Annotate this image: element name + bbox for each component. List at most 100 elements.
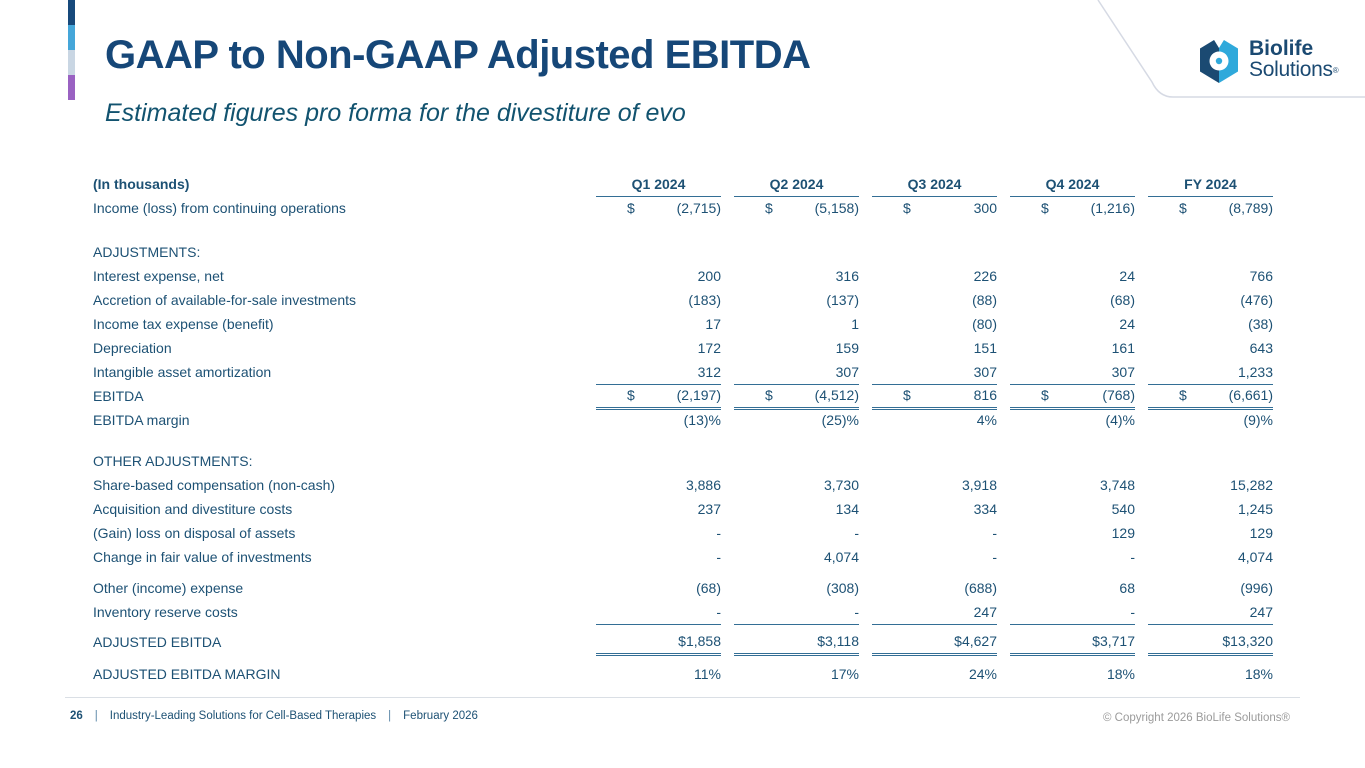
cell-value: 151: [973, 340, 997, 356]
currency-symbol: $: [627, 200, 635, 216]
table-row: Share-based compensation (non-cash) 3,886…: [93, 473, 1273, 497]
cell-value: (68): [696, 580, 721, 596]
page-number: 26: [70, 710, 83, 722]
cell-value: 1,233: [1148, 360, 1273, 385]
cell-value: (308): [826, 580, 859, 596]
cell-value: 334: [973, 501, 997, 517]
cell-value: 24: [1119, 316, 1135, 332]
table-row: Change in fair value of investments - 4,07…: [93, 545, 1273, 569]
cell-number: (8,789): [1228, 200, 1273, 216]
table-row: Accretion of available-for-sale investme…: [93, 288, 1273, 312]
cell-value: 11%: [694, 666, 721, 682]
row-label: Income tax expense (benefit): [93, 316, 274, 332]
cell-number: (2,715): [676, 200, 721, 216]
row-label: Depreciation: [93, 340, 172, 356]
cell-value: 161: [1111, 340, 1135, 356]
cell-value: 17%: [830, 666, 859, 682]
cell-value: (4)%: [1105, 412, 1135, 428]
row-label: ADJUSTED EBITDA MARGIN: [93, 666, 281, 682]
logo-line1: Biolife: [1249, 37, 1314, 60]
table-header-row: (In thousands) Q1 2024 Q2 2024 Q3 2024 Q4 20…: [93, 172, 1273, 197]
currency-symbol: $: [1179, 386, 1187, 403]
biolife-logo: Biolife Solutions®: [1197, 36, 1339, 84]
cell-value: 307: [872, 360, 997, 385]
currency-symbol: $: [765, 386, 773, 403]
row-label: Acquisition and divestiture costs: [93, 501, 293, 517]
cell-value: 316: [835, 268, 859, 284]
table-row: (Gain) loss on disposal of assets - - - 129 1…: [93, 521, 1273, 545]
cell-value: $ (1,216): [1010, 196, 1135, 220]
cell-value: 766: [1249, 268, 1273, 284]
cell-value: -: [854, 525, 859, 541]
cell-number: (1,216): [1090, 200, 1135, 216]
table-row: OTHER ADJUSTMENTS:: [93, 449, 1273, 473]
logo-line2: Solutions: [1249, 58, 1333, 81]
cell-value: (38): [1248, 316, 1273, 332]
row-label: Inventory reserve costs: [93, 604, 238, 620]
row-label: EBITDA margin: [93, 412, 190, 428]
cell-value: 247: [1148, 600, 1273, 625]
table-row: Other (income) expense (68) (308) (688) 68 (9…: [93, 576, 1273, 600]
cell-value: $ (4,512): [734, 383, 859, 410]
currency-symbol: $: [903, 386, 911, 403]
row-label: Interest expense, net: [93, 268, 224, 284]
cell-value: -: [1130, 549, 1135, 565]
cell-value: 307: [1010, 360, 1135, 385]
cell-value: 172: [697, 340, 721, 356]
cell-value: -: [716, 549, 721, 565]
cell-value: (25)%: [821, 412, 859, 428]
row-label: Change in fair value of investments: [93, 549, 312, 565]
table-row: ADJUSTED EBITDA MARGIN 11% 17% 24% 18% 18%: [93, 662, 1273, 686]
accent-bar: [68, 0, 75, 100]
column-header-3: Q3 2024: [872, 172, 997, 197]
cell-value: 129: [1249, 525, 1273, 541]
row-label: Intangible asset amortization: [93, 364, 272, 380]
table-row: ADJUSTED EBITDA $1,858 $3,118 $4,627 $3,717 $…: [93, 629, 1273, 656]
currency-symbol: $: [1041, 386, 1049, 403]
footer-separator: |: [388, 710, 392, 722]
cell-value: $3,118: [734, 629, 859, 656]
cell-value: 3,886: [685, 477, 721, 493]
table-row: Intangible asset amortization 312 307 307 30…: [93, 360, 1273, 385]
accent-segment-3: [68, 50, 75, 75]
table-row: EBITDA $ (2,197) $ (4,512) $816 $ (768) $ (6,661): [93, 383, 1273, 410]
cell-number: (4,512): [814, 386, 859, 403]
cell-value: (9)%: [1243, 412, 1273, 428]
cell-value: (183): [688, 292, 721, 308]
column-header-2: Q2 2024: [734, 172, 859, 197]
row-label: ADJUSTED EBITDA: [93, 634, 222, 650]
cell-value: -: [1010, 600, 1135, 625]
cell-value: 247: [872, 600, 997, 625]
table-row: Acquisition and divestiture costs 237 134 3…: [93, 497, 1273, 521]
cell-value: 68: [1119, 580, 1135, 596]
cell-number: (768): [1102, 386, 1135, 403]
cell-value: $13,320: [1148, 629, 1273, 656]
cell-number: 816: [973, 386, 997, 403]
table-spacer: [93, 569, 1273, 576]
table-row: Interest expense, net 200 316 226 24 766: [93, 264, 1273, 288]
logo-text: Biolife Solutions®: [1249, 38, 1339, 82]
currency-symbol: $: [1041, 200, 1049, 216]
cell-number: (2,197): [676, 386, 721, 403]
row-label: Other (income) expense: [93, 580, 244, 596]
cell-value: -: [992, 525, 997, 541]
cell-value: $4,627: [872, 629, 997, 656]
accent-segment-4: [68, 75, 75, 100]
financial-table: (In thousands) Q1 2024 Q2 2024 Q3 2024 Q4 20…: [93, 172, 1273, 686]
currency-symbol: $: [1179, 200, 1187, 216]
footer-date: February 2026: [403, 710, 478, 722]
cell-value: 200: [697, 268, 721, 284]
cell-value: $ (8,789): [1148, 196, 1273, 220]
table-row: Income tax expense (benefit) 17 1 (80) 24 (38…: [93, 312, 1273, 336]
footer-separator: |: [94, 710, 98, 722]
column-header-4: Q4 2024: [1010, 172, 1135, 197]
cell-value: 643: [1249, 340, 1273, 356]
cell-value: (688): [964, 580, 997, 596]
cell-value: (137): [826, 292, 859, 308]
cell-value: 159: [835, 340, 859, 356]
row-label: Share-based compensation (non-cash): [93, 477, 336, 493]
cell-value: 3,748: [1099, 477, 1135, 493]
cell-value: $3,717: [1010, 629, 1135, 656]
cell-value: $816: [872, 383, 997, 410]
section-label: ADJUSTMENTS:: [93, 244, 201, 260]
